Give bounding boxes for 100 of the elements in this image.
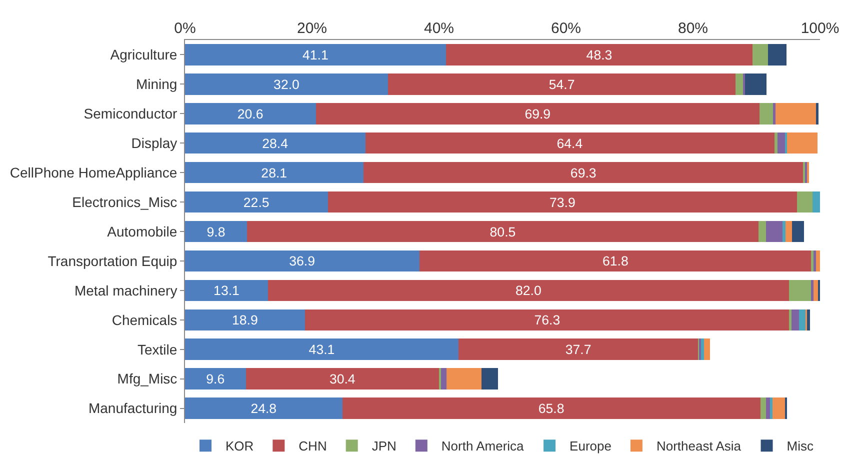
- bar: [786, 220, 792, 242]
- bar: [458, 338, 698, 360]
- x-tick-label: 60%: [550, 20, 582, 37]
- data-label: 69.3: [570, 165, 596, 180]
- data-label: 36.9: [289, 254, 315, 269]
- bar: [777, 132, 786, 154]
- bar: [363, 162, 804, 184]
- y-tick-label: Chemicals: [112, 312, 178, 328]
- bar: [446, 368, 482, 390]
- data-label: 28.1: [261, 165, 288, 180]
- bar: [388, 74, 736, 95]
- y-tick-label: CellPhone HomeAppliance: [10, 164, 178, 180]
- bar: [758, 220, 766, 242]
- legend-label: North America: [441, 438, 525, 454]
- bar: [814, 250, 816, 272]
- y-tick-label: Display: [131, 135, 178, 152]
- bar: [745, 74, 767, 95]
- bar: [811, 280, 814, 302]
- bar: [185, 309, 306, 330]
- data-label: 13.1: [214, 283, 240, 298]
- bar: [797, 191, 812, 213]
- bar: [782, 220, 786, 242]
- data-label: 24.8: [250, 401, 277, 416]
- bar: [799, 309, 806, 330]
- bar: [704, 338, 710, 360]
- bar: [772, 398, 786, 419]
- data-label: 9.6: [206, 372, 225, 387]
- data-label: 80.5: [490, 224, 516, 240]
- bar: [246, 368, 439, 390]
- bar: [760, 398, 766, 419]
- data-label: 82.0: [515, 283, 542, 298]
- bar: [440, 368, 447, 390]
- data-label: 48.3: [586, 47, 612, 62]
- y-tick-label: Semiconductor: [84, 106, 178, 122]
- data-label: 76.3: [534, 312, 560, 328]
- x-tick-label: 100%: [800, 20, 840, 37]
- y-tick-label: Manufacturing: [88, 400, 178, 416]
- y-tick-label: Textile: [138, 341, 178, 358]
- bar: [185, 220, 248, 242]
- legend-label: JPN: [372, 438, 396, 454]
- data-label: 73.9: [549, 194, 576, 210]
- bar: [316, 103, 760, 124]
- bar: [185, 368, 246, 390]
- bar: [185, 132, 366, 154]
- legend-label: Northeast Asia: [656, 438, 742, 454]
- bar: [185, 191, 328, 213]
- bar: [185, 280, 268, 302]
- data-label: 54.7: [548, 76, 575, 92]
- bar: [766, 398, 770, 419]
- legend-label: Misc: [786, 438, 814, 454]
- bar: [816, 250, 820, 272]
- bar: [185, 398, 342, 419]
- bar: [816, 103, 819, 124]
- bar: [185, 44, 446, 66]
- bar: [268, 280, 789, 302]
- legend-label: CHN: [298, 438, 327, 454]
- bar: [774, 132, 778, 154]
- data-label: 30.4: [329, 372, 356, 387]
- bar: [752, 44, 768, 66]
- y-tick-label: Transportation Equip: [48, 252, 178, 269]
- data-label: 20.6: [237, 106, 264, 122]
- bar: [792, 220, 804, 242]
- bar: [788, 280, 812, 302]
- bar: [185, 103, 316, 124]
- bar: [185, 74, 388, 95]
- bar: [766, 220, 783, 242]
- bar: [814, 280, 818, 302]
- y-tick-label: Mfg_Misc: [117, 370, 178, 387]
- bar: [185, 162, 364, 184]
- data-label: 32.0: [274, 76, 300, 92]
- data-label: 22.5: [243, 194, 270, 210]
- data-label: 18.9: [232, 312, 258, 328]
- bar: [419, 250, 812, 272]
- y-tick-label: Agriculture: [110, 46, 178, 63]
- data-label: 64.4: [556, 136, 583, 151]
- legend-label: Europe: [570, 438, 612, 454]
- bar: [365, 132, 774, 154]
- y-tick-label: Metal machinery: [74, 282, 178, 298]
- bar: [776, 103, 817, 124]
- data-label: 43.1: [308, 342, 335, 358]
- bar: [305, 309, 790, 330]
- x-tick-label: 40%: [424, 20, 454, 37]
- bar: [768, 44, 786, 66]
- x-tick-label: 80%: [678, 20, 708, 37]
- bar: [812, 191, 820, 213]
- bar: [247, 220, 758, 242]
- y-tick-label: Mining: [136, 76, 178, 92]
- legend-label: KOR: [226, 438, 254, 454]
- data-label: 9.8: [206, 224, 226, 240]
- data-label: 69.9: [524, 106, 551, 122]
- bar: [773, 103, 776, 124]
- bar: [786, 132, 818, 154]
- data-label: 61.8: [602, 254, 628, 269]
- bar: [342, 398, 760, 419]
- data-label: 65.8: [538, 401, 564, 416]
- y-tick-label: Electronics_Misc: [72, 194, 178, 210]
- bar: [736, 74, 744, 95]
- bar: [482, 368, 498, 390]
- bar: [811, 250, 814, 272]
- data-label: 28.4: [262, 136, 288, 151]
